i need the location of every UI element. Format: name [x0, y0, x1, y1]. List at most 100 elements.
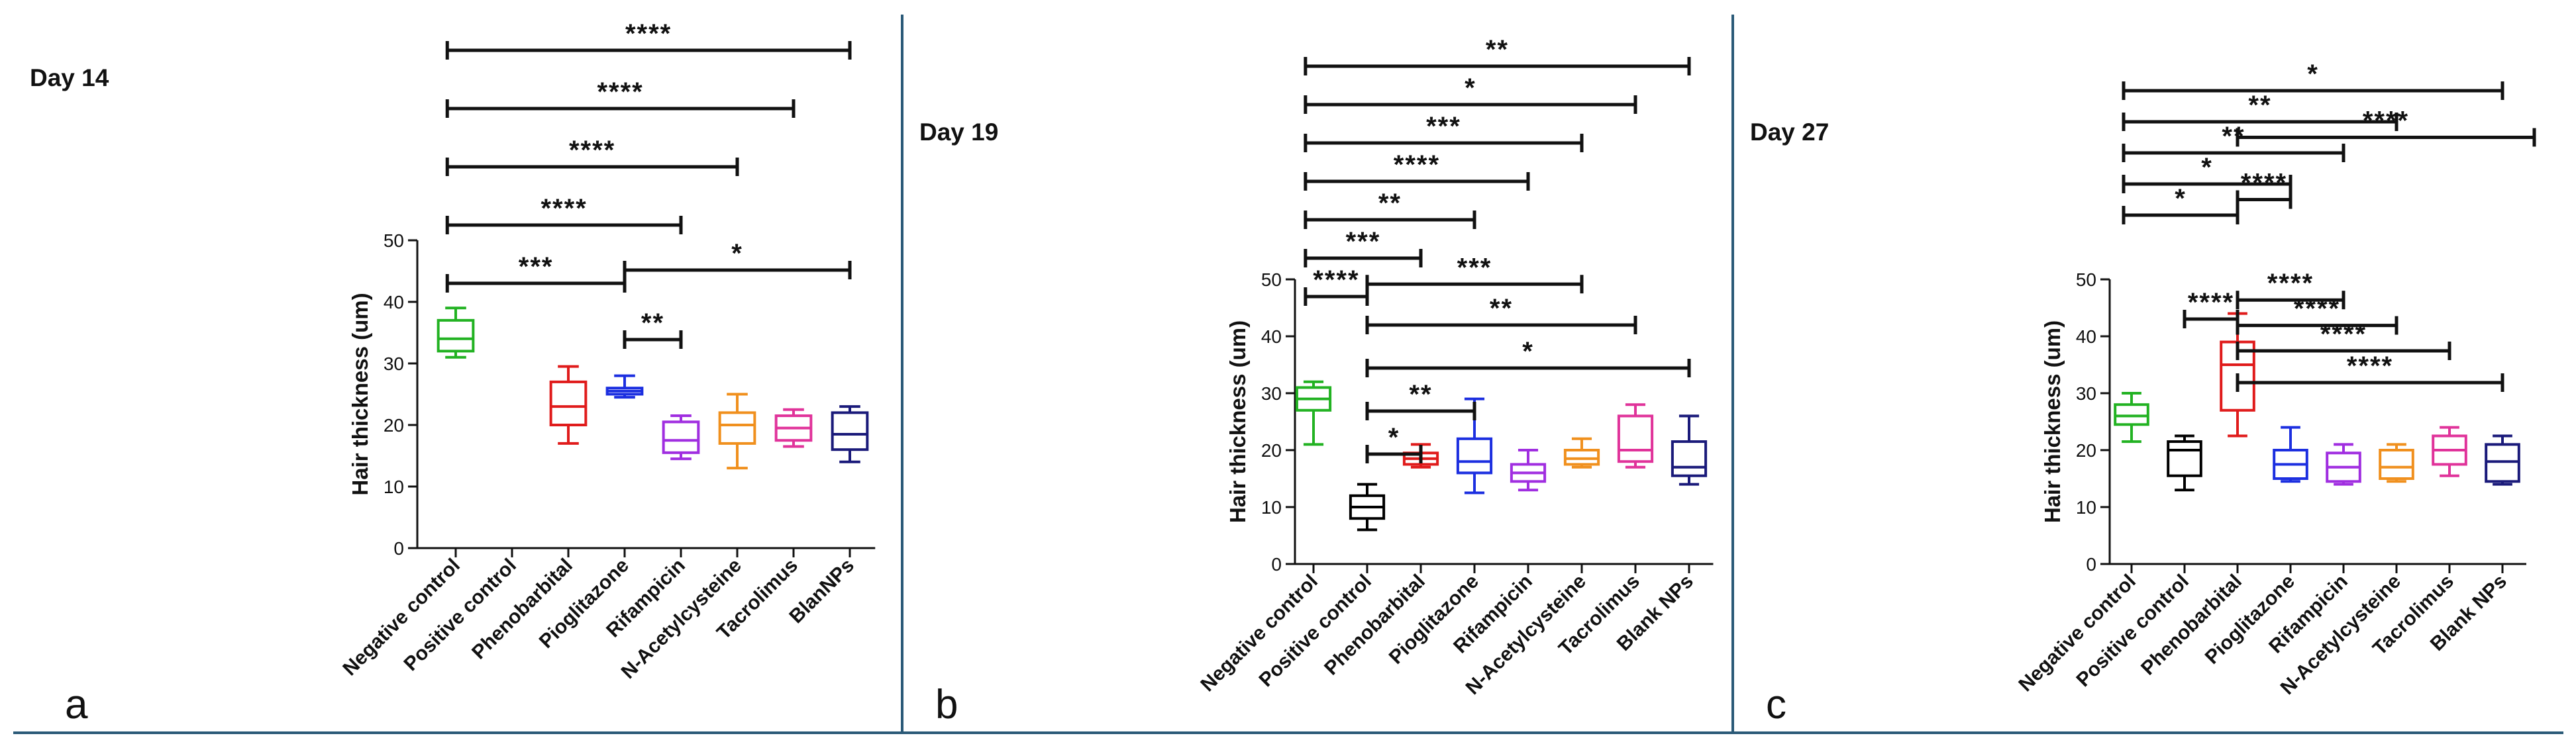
- significance-label: ****: [2320, 320, 2367, 349]
- x-category-label: Phenobarbital: [468, 555, 577, 664]
- box-rifampicin: [1510, 449, 1547, 492]
- significance-bracket: ****: [2236, 320, 2451, 360]
- significance-label: ***: [519, 252, 554, 281]
- significance-bracket: **: [1304, 189, 1476, 229]
- y-tick-label: 10: [2076, 497, 2096, 518]
- panel-letter: a: [65, 682, 88, 727]
- box-pioglitazone: [2273, 426, 2308, 483]
- significance-label: *: [1388, 423, 1400, 452]
- box-n-acetylcysteine: [2379, 443, 2414, 483]
- significance-label: *: [2175, 184, 2187, 213]
- y-tick-label: 10: [1261, 497, 1282, 518]
- significance-bracket: **: [2122, 91, 2398, 131]
- significance-label: **: [2248, 91, 2271, 120]
- box-iqr: [437, 318, 475, 353]
- significance-label: ****: [2294, 295, 2340, 324]
- significance-bracket: *: [623, 239, 852, 279]
- y-tick-label: 0: [393, 538, 404, 559]
- panel-title: Day 14: [30, 64, 109, 91]
- significance-label: *: [2307, 60, 2319, 89]
- significance-bracket: *: [1365, 423, 1423, 463]
- box-rifampicin: [662, 414, 700, 461]
- significance-bracket: ****: [1304, 265, 1369, 306]
- significance-label: ****: [1394, 150, 1440, 179]
- box-iqr: [549, 380, 588, 427]
- significance-label: ****: [569, 136, 615, 165]
- box-blank-nps: [2485, 434, 2520, 486]
- panel-title: Day 27: [1750, 118, 1829, 146]
- significance-bracket: ****: [445, 19, 852, 60]
- significance-label: **: [641, 308, 664, 338]
- box-iqr: [2167, 440, 2202, 477]
- y-tick-label: 20: [2076, 440, 2096, 461]
- y-tick-label: 30: [2076, 383, 2096, 404]
- box-iqr: [1617, 414, 1654, 463]
- significance-label: ****: [2347, 352, 2393, 381]
- significance-bracket: *: [1304, 73, 1637, 114]
- significance-bracket: *: [2122, 60, 2504, 100]
- significance-label: ****: [625, 19, 672, 48]
- significance-label: **: [1490, 294, 1513, 323]
- box-iqr: [2485, 443, 2520, 483]
- box-tacrolimus: [2432, 426, 2467, 477]
- significance-label: ***: [1426, 112, 1461, 141]
- y-tick-label: 20: [1261, 440, 1282, 461]
- box-n-acetylcysteine: [1563, 437, 1600, 469]
- significance-bracket: ****: [445, 136, 739, 176]
- significance-label: *: [1465, 73, 1476, 103]
- significance-bracket: ****: [2183, 288, 2240, 328]
- y-axis-label: Hair thickness (um): [2040, 320, 2065, 523]
- box-blannps: [831, 405, 869, 463]
- significance-bracket: ***: [1304, 112, 1584, 152]
- significance-bracket: **: [623, 308, 683, 349]
- significance-bracket: ****: [2236, 352, 2504, 392]
- y-tick-label: 40: [1261, 326, 1282, 347]
- significance-bracket: ****: [445, 194, 683, 234]
- significance-label: ***: [1457, 253, 1492, 282]
- significance-label: *: [2201, 153, 2213, 182]
- box-iqr: [2114, 403, 2149, 426]
- box-iqr: [2379, 449, 2414, 480]
- significance-label: *: [731, 239, 743, 268]
- significance-bracket: *: [1365, 337, 1691, 377]
- significance-label: ****: [2188, 288, 2234, 317]
- significance-label: ***: [1346, 227, 1381, 256]
- y-tick-label: 40: [2076, 326, 2096, 347]
- y-tick-label: 10: [384, 477, 404, 497]
- box-tacrolimus: [774, 408, 813, 448]
- panel-letter: b: [935, 682, 958, 727]
- y-tick-label: 0: [2086, 554, 2096, 575]
- box-iqr: [1456, 437, 1493, 475]
- box-iqr: [718, 411, 756, 445]
- box-negative-control: [1295, 380, 1332, 446]
- significance-label: **: [1378, 189, 1402, 218]
- box-iqr: [662, 420, 700, 454]
- box-positive-control: [1349, 483, 1386, 532]
- box-negative-control: [437, 306, 475, 359]
- y-tick-label: 30: [1261, 383, 1282, 404]
- significance-bracket: ***: [1365, 253, 1584, 294]
- panel-title: Day 19: [919, 118, 998, 146]
- significance-bracket: ***: [1304, 227, 1423, 267]
- box-n-acetylcysteine: [718, 393, 756, 470]
- box-blank-nps: [1671, 414, 1708, 486]
- box-iqr: [1671, 440, 1708, 477]
- significance-bracket: **: [1304, 35, 1691, 75]
- y-tick-label: 50: [2076, 269, 2096, 290]
- significance-label: **: [1409, 380, 1432, 409]
- significance-bracket: **: [1365, 380, 1476, 420]
- significance-bracket: **: [2122, 122, 2345, 162]
- significance-bracket: ****: [2236, 269, 2345, 310]
- significance-label: ****: [2267, 269, 2314, 298]
- significance-bracket: ****: [1304, 150, 1530, 191]
- box-positive-control: [2167, 434, 2202, 492]
- significance-label: ****: [2241, 169, 2287, 198]
- significance-bracket: ****: [2236, 107, 2536, 147]
- y-tick-label: 20: [384, 415, 404, 436]
- y-tick-label: 30: [384, 353, 404, 374]
- y-tick-label: 50: [384, 230, 404, 251]
- significance-bracket: ****: [2236, 169, 2293, 209]
